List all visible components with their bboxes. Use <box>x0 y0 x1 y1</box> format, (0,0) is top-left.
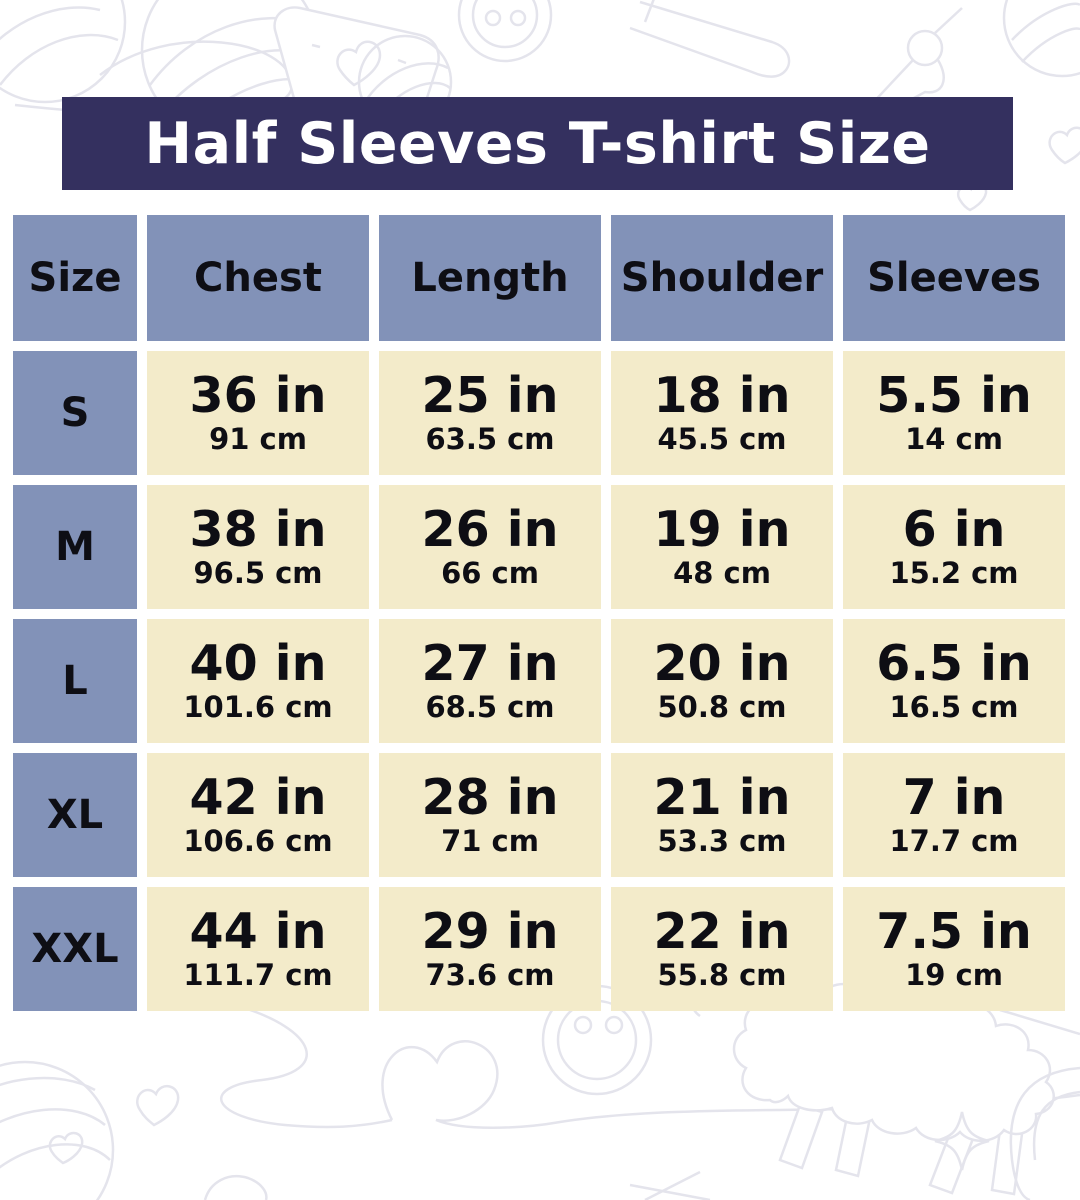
value-cm: 45.5 cm <box>657 421 787 456</box>
column-header-size: Size <box>13 215 137 341</box>
cell-shoulder-s: 18 in 45.5 cm <box>611 351 833 475</box>
cell-shoulder-l: 20 in 50.8 cm <box>611 619 833 743</box>
value-cm: 68.5 cm <box>425 689 555 724</box>
value-inches: 40 in <box>189 635 327 693</box>
cell-chest-s: 36 in 91 cm <box>147 351 369 475</box>
value-cm: 17.7 cm <box>889 823 1019 858</box>
value-cm: 50.8 cm <box>657 689 787 724</box>
fabric-roll-icon <box>999 1008 1080 1200</box>
value-inches: 29 in <box>421 903 559 961</box>
value-inches: 36 in <box>189 367 327 425</box>
value-inches: 42 in <box>189 769 327 827</box>
size-label-s: S <box>13 351 137 475</box>
heart-icon <box>48 1084 180 1165</box>
size-table: Size Chest Length Shoulder Sleeves S 36 … <box>13 215 1065 1011</box>
value-cm: 19 cm <box>905 957 1003 992</box>
value-inches: 38 in <box>189 501 327 559</box>
value-inches: 18 in <box>653 367 791 425</box>
column-header-length: Length <box>379 215 601 341</box>
page-title: Half Sleeves T-shirt Size <box>144 110 931 177</box>
cell-sleeves-l: 6.5 in 16.5 cm <box>843 619 1065 743</box>
cell-length-m: 26 in 66 cm <box>379 485 601 609</box>
value-cm: 16.5 cm <box>889 689 1019 724</box>
value-cm: 15.2 cm <box>889 555 1019 590</box>
button-icon <box>457 0 553 63</box>
value-cm: 111.7 cm <box>183 957 333 992</box>
value-inches: 7.5 in <box>876 903 1032 961</box>
sparkle-icon <box>934 1111 990 1171</box>
value-inches: 22 in <box>653 903 791 961</box>
value-inches: 25 in <box>421 367 559 425</box>
value-inches: 26 in <box>421 501 559 559</box>
cell-shoulder-xxl: 22 in 55.8 cm <box>611 887 833 1011</box>
yarn-string-heart-loop-icon <box>219 1003 1080 1129</box>
cell-sleeves-m: 6 in 15.2 cm <box>843 485 1065 609</box>
cell-chest-xxl: 44 in 111.7 cm <box>147 887 369 1011</box>
value-inches: 19 in <box>653 501 791 559</box>
cell-sleeves-xxl: 7.5 in 19 cm <box>843 887 1065 1011</box>
value-cm: 73.6 cm <box>425 957 555 992</box>
value-inches: 27 in <box>421 635 559 693</box>
value-inches: 44 in <box>189 903 327 961</box>
cell-length-xxl: 29 in 73.6 cm <box>379 887 601 1011</box>
value-cm: 55.8 cm <box>657 957 787 992</box>
knitting-needle-icon <box>629 0 791 78</box>
cell-sleeves-xl: 7 in 17.7 cm <box>843 753 1065 877</box>
yarn-ball-icon <box>1002 0 1080 78</box>
cell-shoulder-xl: 21 in 53.3 cm <box>611 753 833 877</box>
value-inches: 6.5 in <box>876 635 1032 693</box>
title-banner: Half Sleeves T-shirt Size <box>62 97 1013 190</box>
value-cm: 63.5 cm <box>425 421 555 456</box>
size-label-xl: XL <box>13 753 137 877</box>
size-label-l: L <box>13 619 137 743</box>
value-inches: 21 in <box>653 769 791 827</box>
cell-sleeves-s: 5.5 in 14 cm <box>843 351 1065 475</box>
cell-chest-m: 38 in 96.5 cm <box>147 485 369 609</box>
cell-chest-l: 40 in 101.6 cm <box>147 619 369 743</box>
size-label-m: M <box>13 485 137 609</box>
value-inches: 6 in <box>902 501 1006 559</box>
yarn-ball-icon <box>0 1060 115 1200</box>
value-cm: 53.3 cm <box>657 823 787 858</box>
column-header-sleeves: Sleeves <box>843 215 1065 341</box>
value-cm: 14 cm <box>905 421 1003 456</box>
cell-length-s: 25 in 63.5 cm <box>379 351 601 475</box>
value-cm: 101.6 cm <box>183 689 333 724</box>
column-header-shoulder: Shoulder <box>611 215 833 341</box>
value-inches: 28 in <box>421 769 559 827</box>
cell-length-l: 27 in 68.5 cm <box>379 619 601 743</box>
column-header-chest: Chest <box>147 215 369 341</box>
knitting-needle-icon <box>203 1170 711 1200</box>
cell-length-xl: 28 in 71 cm <box>379 753 601 877</box>
value-cm: 71 cm <box>441 823 539 858</box>
value-inches: 7 in <box>902 769 1006 827</box>
value-cm: 48 cm <box>673 555 771 590</box>
sheep-icon <box>690 982 1055 1196</box>
cell-chest-xl: 42 in 106.6 cm <box>147 753 369 877</box>
cell-shoulder-m: 19 in 48 cm <box>611 485 833 609</box>
size-label-xxl: XXL <box>13 887 137 1011</box>
value-inches: 20 in <box>653 635 791 693</box>
value-inches: 5.5 in <box>876 367 1032 425</box>
value-cm: 106.6 cm <box>183 823 333 858</box>
value-cm: 91 cm <box>209 421 307 456</box>
value-cm: 96.5 cm <box>193 555 323 590</box>
value-cm: 66 cm <box>441 555 539 590</box>
